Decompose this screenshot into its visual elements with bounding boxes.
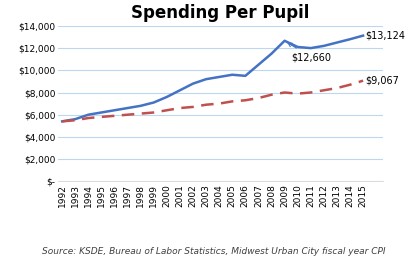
Actual [308,47,313,50]
Inflation-adjusted [256,97,261,100]
Inflation-adjusted [361,79,366,82]
Actual [203,78,208,81]
Inflation-adjusted [138,112,143,115]
Actual [217,75,222,78]
Inflation-adjusted [112,114,117,117]
Actual [230,73,235,76]
Text: $9,067: $9,067 [365,76,399,86]
Actual [282,39,287,42]
Actual [99,111,104,114]
Inflation-adjusted [73,119,78,122]
Actual [256,63,261,66]
Actual [269,52,274,55]
Line: Inflation-adjusted: Inflation-adjusted [62,81,363,121]
Actual [125,106,130,110]
Actual [191,82,196,85]
Text: $13,124: $13,124 [365,31,405,41]
Inflation-adjusted [295,92,300,95]
Actual [59,120,64,123]
Inflation-adjusted [321,89,326,92]
Actual [86,113,91,116]
Actual [361,34,366,37]
Inflation-adjusted [217,102,222,105]
Actual [112,109,117,112]
Actual [347,38,352,41]
Actual [138,104,143,107]
Inflation-adjusted [164,109,169,112]
Inflation-adjusted [125,113,130,116]
Line: Actual: Actual [62,36,363,121]
Actual [164,95,169,98]
Text: Source: KSDE, Bureau of Labor Statistics, Midwest Urban City fiscal year CPI: Source: KSDE, Bureau of Labor Statistics… [42,247,385,256]
Inflation-adjusted [86,117,91,120]
Inflation-adjusted [191,105,196,109]
Inflation-adjusted [308,91,313,94]
Inflation-adjusted [269,93,274,96]
Actual [334,41,339,44]
Inflation-adjusted [230,100,235,103]
Inflation-adjusted [151,111,156,114]
Actual [73,118,78,121]
Inflation-adjusted [177,106,182,110]
Inflation-adjusted [99,115,104,118]
Text: $12,660: $12,660 [288,43,331,62]
Actual [295,45,300,48]
Actual [243,74,248,77]
Actual [151,101,156,104]
Inflation-adjusted [334,87,339,90]
Title: Spending Per Pupil: Spending Per Pupil [131,4,310,21]
Actual [321,44,326,47]
Inflation-adjusted [347,83,352,86]
Inflation-adjusted [243,99,248,102]
Inflation-adjusted [203,103,208,106]
Actual [177,89,182,92]
Inflation-adjusted [282,91,287,94]
Inflation-adjusted [59,120,64,123]
